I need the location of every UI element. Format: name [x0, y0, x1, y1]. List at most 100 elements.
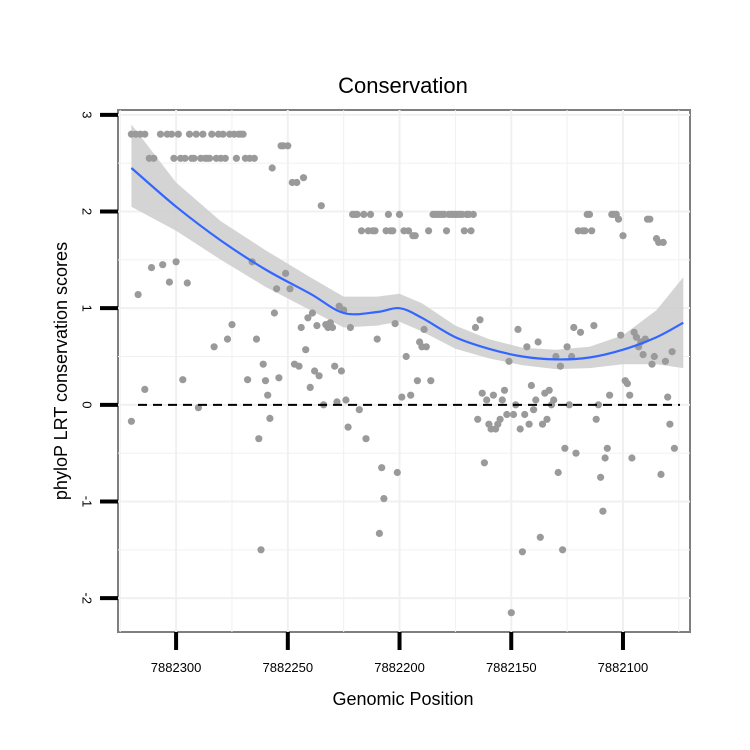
data-point — [427, 377, 435, 385]
data-point — [550, 396, 558, 404]
data-point — [467, 227, 475, 235]
data-point — [585, 210, 594, 218]
data-point — [159, 261, 167, 269]
data-point — [270, 309, 278, 317]
data-point — [581, 227, 589, 235]
data-point — [194, 404, 202, 412]
data-point — [588, 227, 596, 235]
data-point — [393, 468, 401, 477]
data-point — [165, 278, 173, 286]
data-point — [250, 154, 258, 162]
data-point — [518, 548, 527, 556]
x-tick-label: 7882100 — [598, 660, 649, 675]
data-point — [469, 210, 477, 218]
data-point — [420, 325, 428, 333]
data-point — [398, 393, 406, 401]
data-point — [639, 351, 647, 359]
data-point — [480, 459, 488, 467]
data-point — [554, 468, 562, 477]
data-point — [599, 507, 607, 515]
data-point — [592, 415, 600, 423]
data-point — [395, 210, 404, 218]
data-point — [346, 323, 354, 332]
data-point — [150, 154, 158, 162]
data-point — [293, 178, 301, 187]
data-point — [181, 154, 189, 162]
data-point — [232, 154, 240, 162]
data-point — [664, 393, 672, 401]
data-points — [127, 130, 679, 617]
data-point — [507, 609, 515, 617]
data-point — [536, 533, 544, 541]
data-point — [389, 227, 397, 235]
y-tick-label: 0 — [80, 401, 95, 408]
data-point — [273, 285, 281, 293]
data-point — [244, 376, 252, 384]
data-point — [413, 377, 421, 385]
data-point — [603, 444, 611, 452]
x-tick-label: 7882150 — [486, 660, 537, 675]
data-point — [659, 238, 667, 246]
data-point — [565, 401, 573, 409]
data-point — [489, 391, 497, 399]
data-point — [284, 142, 292, 150]
data-point — [483, 396, 491, 404]
data-point — [297, 323, 305, 332]
data-point — [576, 328, 585, 336]
data-point — [266, 414, 274, 422]
data-point — [460, 227, 468, 235]
data-point — [308, 309, 316, 317]
data-point — [668, 348, 676, 356]
y-axis-ticks: 3 2 1 0 -1 -2 — [80, 111, 118, 604]
data-point — [239, 130, 247, 138]
data-point — [357, 227, 366, 235]
data-point — [563, 343, 571, 351]
data-point — [355, 406, 363, 414]
data-point — [337, 367, 345, 375]
data-point — [317, 202, 325, 210]
data-point — [498, 396, 506, 404]
data-point — [626, 391, 634, 399]
data-point — [228, 321, 236, 329]
data-point — [650, 352, 658, 361]
y-tick-label: 1 — [80, 305, 95, 312]
data-point — [255, 435, 263, 443]
data-point — [306, 383, 314, 391]
data-point — [525, 420, 533, 428]
data-point — [646, 215, 654, 223]
smooth-line — [130, 167, 684, 361]
data-point — [259, 360, 267, 368]
data-point — [422, 343, 430, 351]
y-tick-label: 2 — [80, 208, 95, 215]
data-point — [471, 323, 480, 332]
data-point — [206, 154, 214, 162]
data-point — [252, 335, 261, 343]
data-point — [257, 546, 265, 554]
data-point — [590, 322, 598, 330]
plot-panel — [117, 109, 691, 633]
grid-lines — [118, 110, 690, 632]
x-axis-label: Genomic Position — [332, 689, 473, 709]
data-point — [632, 333, 641, 341]
data-point — [572, 449, 580, 457]
data-point — [192, 130, 200, 138]
data-point — [380, 495, 388, 503]
data-point — [328, 323, 337, 332]
data-point — [147, 264, 156, 272]
data-point — [304, 314, 312, 322]
data-point — [275, 374, 283, 382]
data-point — [199, 130, 207, 138]
data-point — [295, 362, 303, 370]
data-point — [505, 357, 513, 365]
data-point — [313, 322, 321, 330]
data-point — [264, 391, 272, 399]
data-point — [556, 362, 565, 370]
data-point — [268, 164, 276, 172]
data-point — [170, 154, 178, 162]
data-point — [661, 357, 670, 365]
confidence-band-layer — [131, 124, 684, 370]
data-point — [545, 386, 553, 394]
data-point — [476, 316, 484, 324]
data-point — [514, 325, 522, 333]
